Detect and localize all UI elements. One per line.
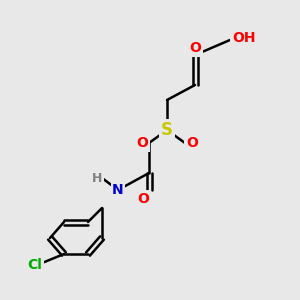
Text: O: O (189, 41, 201, 55)
Text: O: O (186, 136, 198, 150)
Text: Cl: Cl (27, 258, 42, 272)
Text: OH: OH (232, 31, 256, 45)
Text: O: O (136, 136, 148, 150)
Text: H: H (92, 172, 102, 184)
Text: O: O (137, 192, 149, 206)
Text: S: S (161, 121, 173, 139)
Text: N: N (112, 183, 124, 197)
